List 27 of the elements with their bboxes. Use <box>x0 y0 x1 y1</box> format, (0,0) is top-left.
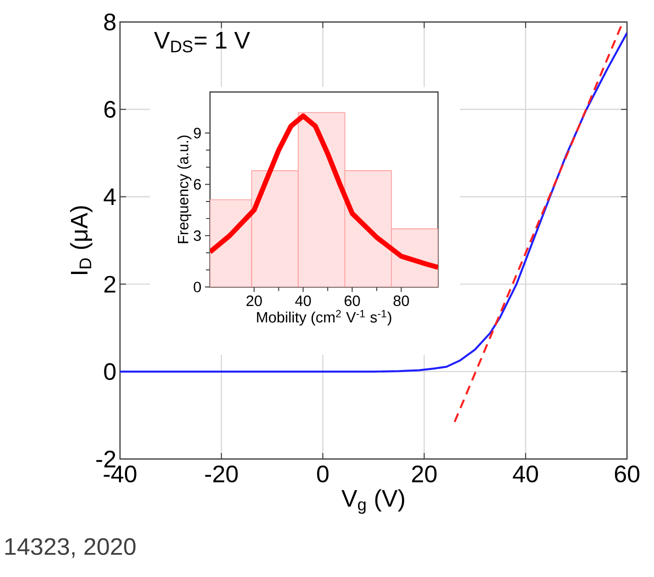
y-axis-title: Frequency (a.u.) <box>177 136 192 244</box>
x-tick-label: -20 <box>205 466 238 482</box>
y-tick-label: 0 <box>194 282 201 292</box>
y-tick-label: 6 <box>194 179 201 190</box>
x-tick-label: 20 <box>412 466 437 482</box>
text: 14323, 2020 <box>5 538 136 558</box>
x-tick-label: 60 <box>614 466 640 482</box>
y-tick-label: 6 <box>104 100 116 118</box>
x-tick-label: 60 <box>344 296 360 306</box>
y-tick-label: 8 <box>104 14 116 30</box>
line-series <box>210 113 438 270</box>
x-axis-title: Mobility (cm$^{2}$ V$^{-1}$ s$^{-1}$) <box>257 310 392 326</box>
y-tick-label: 2 <box>104 276 116 293</box>
y-tick-label: 3 <box>194 230 201 241</box>
x-tick-label: 40 <box>512 466 538 482</box>
y-tick-label: 0 <box>104 363 116 380</box>
y-tick-label: 4 <box>104 188 116 206</box>
x-tick-label: 0 <box>317 466 329 482</box>
annotation: V$_{DS}$= 1 V <box>154 32 250 52</box>
x-tick-label: 20 <box>246 296 262 306</box>
x-tick-label: 80 <box>394 296 409 306</box>
y-tick-label: -2 <box>96 450 116 468</box>
y-axis-title: I$_{D}$ (μA) <box>70 206 92 274</box>
x-axis-title: V$_{g}$ (V) <box>341 489 404 514</box>
x-tick-label: 40 <box>295 296 311 306</box>
x-tick-label: -40 <box>104 466 136 482</box>
y-tick-label: 9 <box>194 128 201 138</box>
